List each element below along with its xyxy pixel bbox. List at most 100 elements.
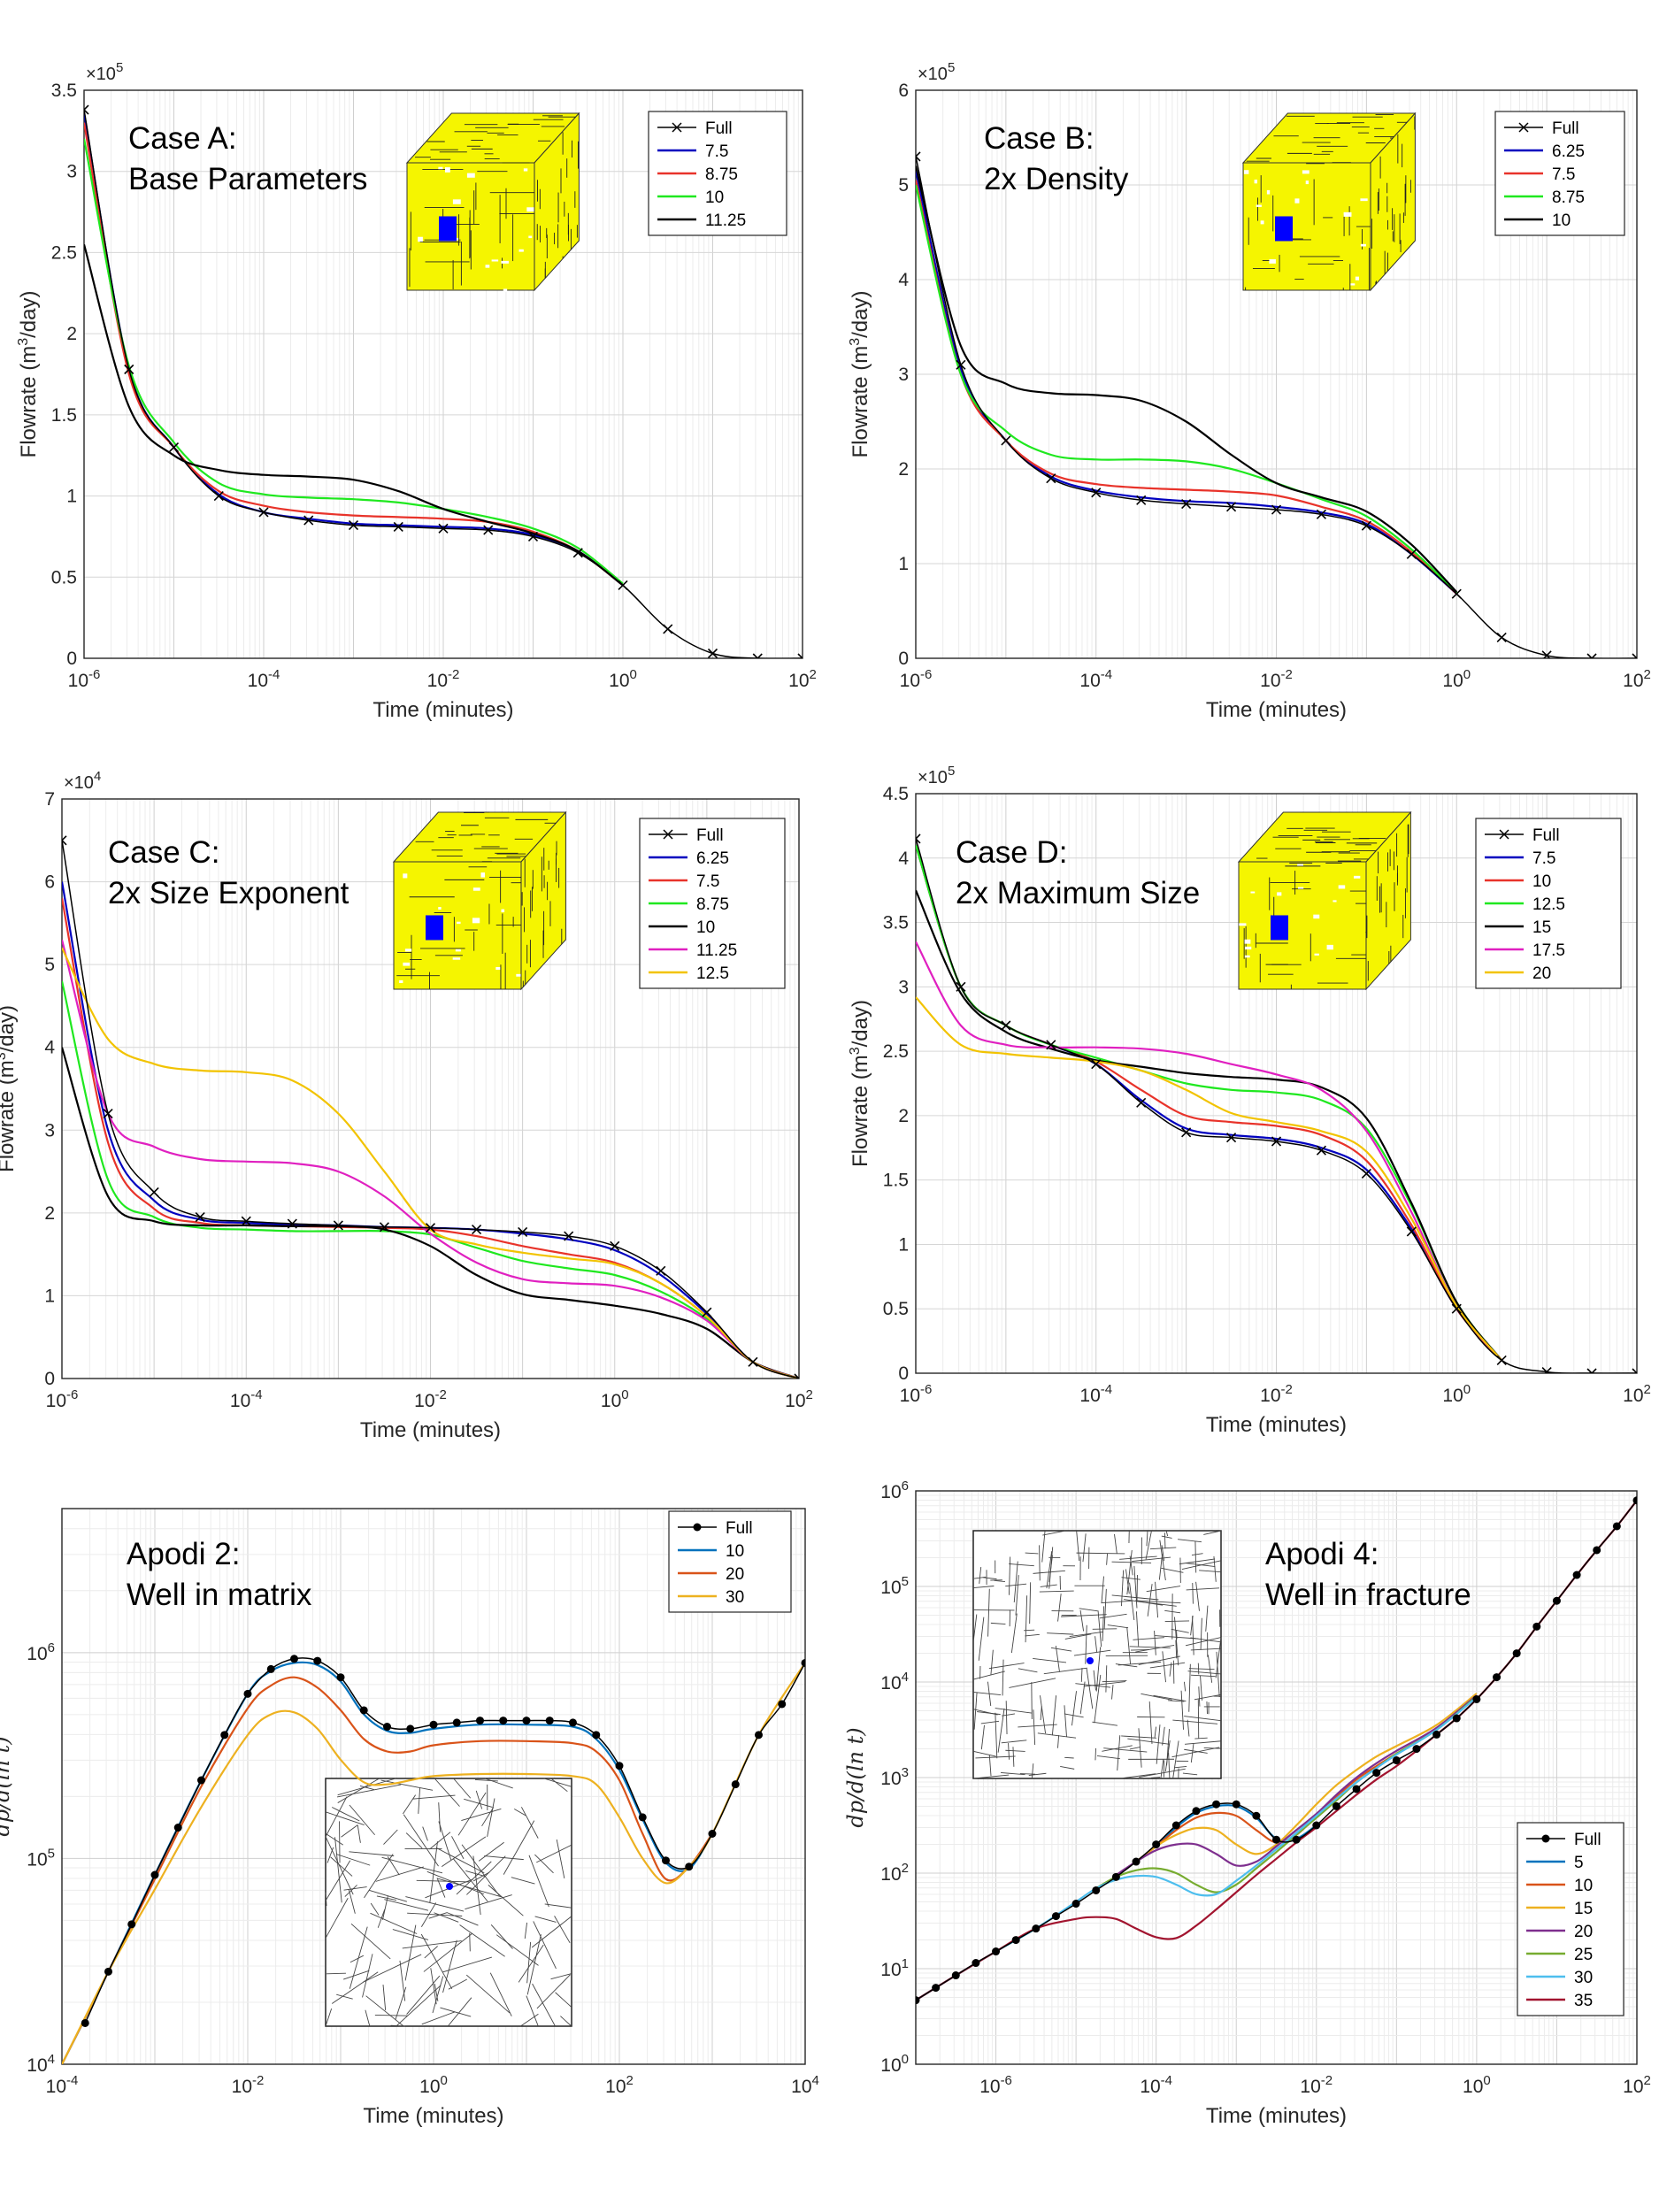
- legend-entry: Full: [649, 826, 724, 845]
- data-point-marker: [518, 1226, 528, 1237]
- legend-label: 6.25: [696, 849, 729, 868]
- panel-case-b: 10-6 10-4 10-2 100 102 0 1 2 3 4 5 6 ×105 Time (minut…: [848, 60, 1651, 722]
- legend-entry: Full: [1485, 826, 1560, 845]
- legend-label: 17.5: [1532, 941, 1565, 960]
- case-annotation: Apodi 4: Well in fracture: [1265, 1537, 1471, 1612]
- data-point-marker: [336, 1673, 345, 1682]
- legend-label: 10: [726, 1542, 744, 1561]
- data-point-marker: [1406, 549, 1417, 559]
- x-axis-label: Time (minutes): [363, 2104, 503, 2128]
- data-point-marker: [287, 1218, 297, 1229]
- legend-entry: 15: [1526, 1900, 1593, 1918]
- series-line-10: [62, 1047, 799, 1379]
- cube-gap: [472, 887, 480, 891]
- x-tick-label: 10-2: [414, 1387, 447, 1411]
- data-point-marker: [313, 1656, 322, 1665]
- case-annotation: Apodi 2: Well in matrix: [127, 1537, 312, 1612]
- legend-entry: 8.75: [1504, 188, 1585, 207]
- legend-label: Full: [705, 119, 733, 138]
- cube-gap: [1243, 170, 1249, 174]
- cube-gap: [528, 235, 533, 239]
- cube-side-face: [1370, 111, 1416, 292]
- cube-gap: [457, 921, 461, 925]
- series-group: [916, 833, 1637, 1373]
- x-tick-label: 102: [1623, 1382, 1651, 1406]
- cube-gap: [1302, 170, 1310, 174]
- data-point-marker: [1225, 502, 1237, 512]
- x-axis-label: Time (minutes): [1206, 1413, 1347, 1437]
- y-tick-label: 5: [44, 955, 55, 975]
- y-tick-label: 0: [44, 1369, 55, 1389]
- x-tick-label: 10-4: [1079, 667, 1112, 691]
- y-tick-label: 100: [880, 2052, 909, 2076]
- cube-side-face: [520, 810, 566, 991]
- data-point-marker: [916, 151, 921, 162]
- cube-gap: [466, 173, 475, 178]
- legend-label: Full: [726, 1519, 753, 1538]
- series-group: [916, 151, 1637, 658]
- annotation-line: Apodi 2:: [127, 1537, 240, 1571]
- legend: Full 6.25 7.5 8.75 10 11.25 12.5: [639, 818, 786, 989]
- case-annotation: Case B: 2x Density: [984, 121, 1129, 196]
- y-tick-label: 1.5: [883, 1171, 909, 1191]
- data-point-marker: [972, 1959, 980, 1968]
- cube-gap: [1333, 900, 1337, 902]
- fracture-cube-inset: [1237, 810, 1412, 991]
- fracture-network-inset: [325, 1778, 572, 2027]
- y-tick-label: 103: [880, 1765, 909, 1789]
- data-point-marker: [1071, 1900, 1080, 1909]
- data-point-marker: [992, 1947, 1001, 1956]
- data-point-marker: [1092, 1886, 1101, 1894]
- y-tick-label: 5: [898, 175, 909, 196]
- x-tick-label: 10-2: [1300, 2073, 1333, 2097]
- y-multiplier: ×104: [64, 769, 101, 793]
- data-point-marker: [1091, 1059, 1102, 1070]
- legend-label: 7.5: [1552, 165, 1575, 184]
- data-point-marker: [797, 653, 803, 658]
- series-line-Full: [62, 840, 799, 1379]
- inset-frame: [972, 1530, 1222, 1779]
- data-point-marker: [731, 1780, 740, 1789]
- legend-entry: 10: [1485, 872, 1551, 891]
- data-point-marker: [1632, 1368, 1637, 1373]
- cube-gap: [403, 962, 411, 966]
- cube-fracture-traces: [1243, 824, 1409, 989]
- y-axis-label: Flowrate (m3/day): [848, 291, 872, 458]
- x-tick-label: 10-6: [68, 667, 101, 691]
- series-line-8.75: [916, 184, 1458, 594]
- cube-side-face: [534, 111, 580, 292]
- data-point-marker: [1111, 1872, 1120, 1881]
- series-line-11.25: [84, 244, 624, 587]
- cube-front-face: [1238, 861, 1367, 990]
- legend-entry: 20: [1485, 964, 1551, 983]
- data-point-marker: [258, 507, 269, 518]
- legend-entry: 12.5: [1485, 895, 1565, 914]
- data-point-marker: [618, 580, 628, 591]
- data-point-marker: [220, 1731, 229, 1740]
- axes-frame: [915, 89, 1638, 659]
- cube-front-face: [393, 861, 522, 990]
- data-point-marker: [592, 1731, 601, 1740]
- data-point-marker: [663, 624, 673, 634]
- data-point-marker: [383, 1723, 391, 1732]
- data-point-marker: [1512, 1649, 1521, 1658]
- data-point-marker: [1271, 504, 1282, 515]
- data-point-marker: [333, 1220, 343, 1231]
- data-point-marker: [1361, 1168, 1371, 1179]
- y-tick-label: 3.5: [51, 81, 77, 101]
- x-axis-label: Time (minutes): [360, 1418, 501, 1442]
- data-point-marker: [1316, 509, 1327, 519]
- x-tick-label: 10-2: [427, 667, 460, 691]
- well-block: [439, 216, 457, 242]
- cube-gap: [399, 979, 403, 984]
- data-point-marker: [752, 653, 763, 658]
- legend-entry: 10: [649, 918, 715, 937]
- y-tick-label: 105: [27, 1846, 55, 1870]
- legend-label: 25: [1574, 1946, 1593, 1964]
- y-tick-label: 101: [880, 1956, 909, 1980]
- data-point-marker: [1532, 1622, 1541, 1631]
- legend-entry: 7.5: [657, 142, 728, 161]
- x-tick-label: 10-4: [1140, 2073, 1172, 2097]
- annotation-line: Case A:: [128, 121, 237, 156]
